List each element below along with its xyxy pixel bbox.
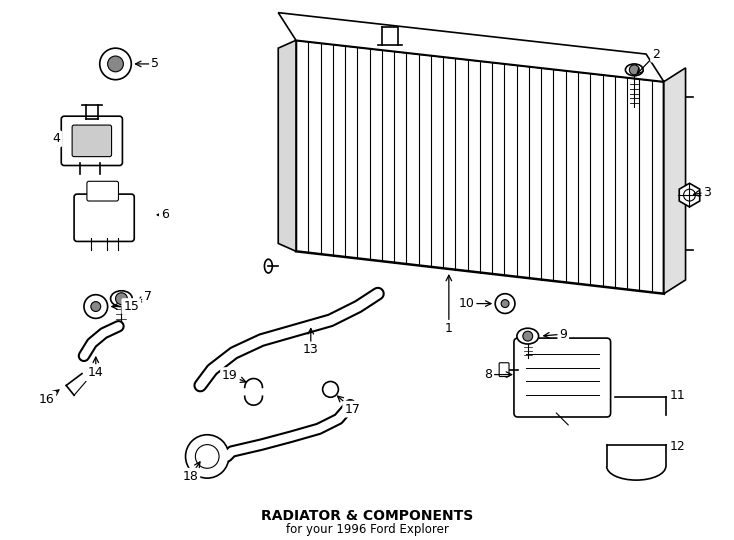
FancyBboxPatch shape <box>61 116 123 165</box>
Text: 17: 17 <box>344 403 360 416</box>
Circle shape <box>501 300 509 307</box>
Text: 11: 11 <box>670 389 686 402</box>
Circle shape <box>100 48 131 80</box>
Circle shape <box>195 444 219 468</box>
Text: 7: 7 <box>144 290 152 303</box>
Circle shape <box>108 56 123 72</box>
Ellipse shape <box>111 291 132 307</box>
FancyBboxPatch shape <box>87 181 118 201</box>
FancyBboxPatch shape <box>74 194 134 241</box>
Text: 2: 2 <box>652 48 660 60</box>
Circle shape <box>323 381 338 397</box>
Text: 16: 16 <box>39 393 54 406</box>
Text: 1: 1 <box>445 322 453 335</box>
Circle shape <box>495 294 515 313</box>
Text: 3: 3 <box>703 186 711 199</box>
Text: 8: 8 <box>484 368 493 381</box>
Circle shape <box>523 331 533 341</box>
Text: 14: 14 <box>88 366 103 379</box>
Polygon shape <box>278 40 296 251</box>
Text: 19: 19 <box>222 369 238 382</box>
Text: RADIATOR & COMPONENTS: RADIATOR & COMPONENTS <box>261 509 473 523</box>
Text: for your 1996 Ford Explorer: for your 1996 Ford Explorer <box>286 523 448 536</box>
Circle shape <box>115 293 127 305</box>
FancyBboxPatch shape <box>514 338 611 417</box>
Text: 10: 10 <box>459 297 475 310</box>
Polygon shape <box>679 183 700 207</box>
Text: 5: 5 <box>151 57 159 70</box>
FancyBboxPatch shape <box>499 363 509 376</box>
Polygon shape <box>664 68 686 294</box>
Circle shape <box>186 435 229 478</box>
Text: 4: 4 <box>52 132 60 145</box>
Circle shape <box>84 295 108 319</box>
Circle shape <box>683 189 695 201</box>
Text: 6: 6 <box>161 208 169 221</box>
FancyBboxPatch shape <box>72 125 112 157</box>
Circle shape <box>629 65 639 75</box>
Text: 9: 9 <box>559 328 567 341</box>
Text: 12: 12 <box>670 440 686 453</box>
Ellipse shape <box>625 64 643 76</box>
Circle shape <box>91 302 101 312</box>
Ellipse shape <box>517 328 539 344</box>
Text: 15: 15 <box>123 300 139 313</box>
Polygon shape <box>278 12 664 82</box>
Text: 13: 13 <box>303 343 319 356</box>
Text: 18: 18 <box>183 470 198 483</box>
